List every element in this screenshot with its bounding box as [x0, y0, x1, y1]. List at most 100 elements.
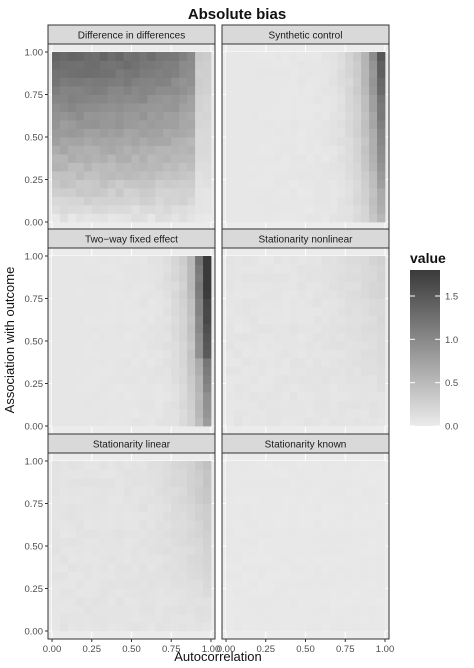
heatmap-cell	[75, 478, 85, 487]
heatmap-cell	[281, 461, 290, 470]
heatmap-cell	[59, 290, 69, 299]
heatmap-cell	[273, 529, 283, 538]
heatmap-cell	[353, 605, 362, 615]
heatmap-cell	[369, 461, 378, 470]
heatmap-cell	[233, 588, 243, 598]
heatmap-cell	[265, 597, 275, 606]
heatmap-cell	[187, 298, 196, 308]
heatmap-cell	[361, 571, 370, 581]
heatmap-cell	[131, 546, 140, 555]
heatmap-cell	[179, 495, 188, 504]
heatmap-cell	[226, 614, 235, 623]
heatmap-cell	[361, 324, 370, 333]
heatmap-cell	[345, 495, 354, 504]
heatmap-cell	[131, 264, 140, 274]
heatmap-cell	[249, 111, 259, 121]
heatmap-cell	[163, 94, 172, 104]
heatmap-cell	[233, 597, 243, 606]
heatmap-cell	[99, 503, 109, 513]
heatmap-cell	[281, 358, 290, 367]
heatmap-cell	[233, 162, 243, 172]
heatmap-cell	[353, 563, 362, 572]
heatmap-cell	[289, 52, 298, 61]
heatmap-cell	[369, 409, 378, 418]
heatmap-cell	[305, 486, 314, 496]
heatmap-cell	[131, 341, 140, 350]
heatmap-cell	[115, 205, 124, 214]
heatmap-cell	[226, 137, 235, 146]
heatmap-cell	[337, 469, 346, 479]
heatmap-cell	[67, 512, 77, 521]
heatmap-cell	[203, 571, 212, 581]
heatmap-cell	[91, 495, 101, 504]
heatmap-cell	[179, 563, 188, 572]
heatmap-cell	[75, 69, 85, 78]
heatmap-cell	[52, 196, 61, 206]
heatmap-cell	[171, 605, 180, 615]
heatmap-cell	[163, 52, 172, 61]
heatmap-cell	[99, 495, 109, 504]
heatmap-cell	[75, 154, 85, 163]
heatmap-cell	[249, 392, 259, 401]
heatmap-cell	[377, 60, 386, 70]
heatmap-cell	[147, 392, 156, 401]
heatmap-cell	[345, 512, 354, 521]
heatmap-cell	[377, 111, 386, 121]
heatmap-cell	[203, 264, 212, 274]
heatmap-cell	[163, 179, 172, 189]
heatmap-cell	[139, 417, 148, 427]
heatmap-cell	[139, 213, 148, 223]
heatmap-cell	[313, 409, 322, 418]
heatmap-cell	[329, 128, 338, 138]
heatmap-cell	[179, 588, 188, 598]
heatmap-cell	[337, 60, 346, 70]
heatmap-cell	[369, 281, 378, 291]
heatmap-cell	[257, 341, 267, 350]
heatmap-cell	[115, 196, 124, 206]
heatmap-cell	[171, 281, 180, 291]
heatmap-cell	[345, 298, 354, 308]
heatmap-cell	[163, 171, 172, 180]
heatmap-cell	[107, 205, 116, 214]
heatmap-cell	[289, 580, 298, 589]
heatmap-cell	[353, 145, 362, 155]
heatmap-cell	[83, 571, 93, 581]
heatmap-cell	[265, 563, 275, 572]
heatmap-cell	[91, 417, 101, 427]
heatmap-cell	[155, 580, 164, 589]
heatmap-cell	[273, 375, 283, 384]
heatmap-cell	[139, 281, 148, 291]
heatmap-cell	[297, 503, 306, 513]
heatmap-cell	[289, 137, 298, 146]
heatmap-cell	[226, 469, 235, 479]
heatmap-cell	[155, 111, 164, 121]
heatmap-cell	[377, 196, 386, 206]
heatmap-cell	[163, 563, 172, 572]
heatmap-cell	[123, 281, 132, 291]
heatmap-cell	[107, 495, 116, 504]
heatmap-cell	[226, 349, 235, 359]
heatmap-cell	[289, 196, 298, 206]
heatmap-cell	[147, 383, 156, 393]
heatmap-cell	[233, 315, 243, 325]
heatmap-cell	[67, 571, 77, 581]
heatmap-cell	[233, 478, 243, 487]
heatmap-cell	[59, 60, 69, 70]
heatmap-cell	[107, 546, 116, 555]
heatmap-cell	[313, 103, 322, 112]
heatmap-cell	[115, 332, 124, 342]
heatmap-cell	[281, 307, 290, 316]
heatmap-cell	[195, 580, 204, 589]
heatmap-cell	[179, 332, 188, 342]
heatmap-cell	[195, 137, 204, 146]
heatmap-cell	[107, 290, 116, 299]
heatmap-cell	[187, 103, 196, 112]
heatmap-cell	[52, 469, 61, 479]
heatmap-cell	[233, 554, 243, 564]
heatmap-cell	[257, 597, 267, 606]
heatmap-cell	[337, 495, 346, 504]
heatmap-cell	[265, 546, 275, 555]
heatmap-cell	[123, 520, 132, 530]
heatmap-cell	[233, 605, 243, 615]
